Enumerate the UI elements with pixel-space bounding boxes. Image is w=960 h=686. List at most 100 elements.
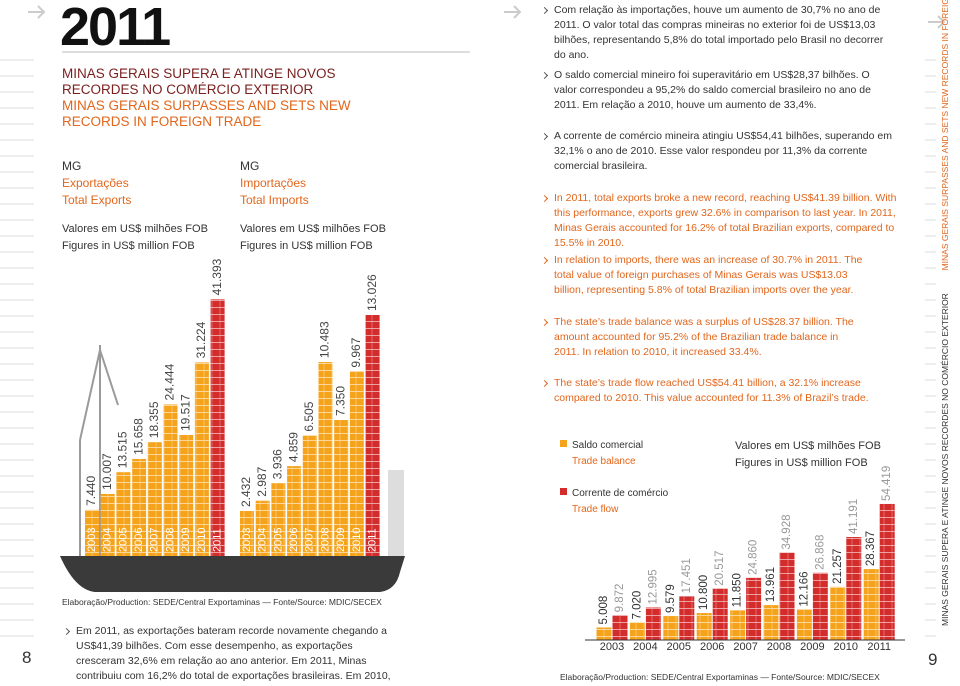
value-label: 26.868 — [814, 535, 826, 570]
bar-texture — [730, 610, 746, 640]
paragraph: A corrente de comércio mineira atingiu U… — [540, 129, 899, 174]
unit: Valores em US$ milhões FOB — [240, 223, 386, 235]
legend-swatch — [560, 488, 567, 495]
value-label: 13.026 — [365, 274, 379, 311]
bar-texture — [830, 586, 846, 640]
year-label: 2009 — [335, 528, 347, 552]
x-tick-label: 2005 — [667, 641, 691, 653]
value-label: 12.166 — [798, 571, 810, 606]
source: Elaboração/Production: SEDE/Central Expo… — [62, 597, 382, 607]
value-label: 13.961 — [765, 567, 777, 602]
value-label: 18.355 — [147, 401, 161, 438]
bar-texture — [846, 537, 862, 640]
paragraph: In relation to imports, there was an inc… — [540, 253, 874, 298]
value-label: 41.191 — [848, 499, 860, 534]
chart-heading: MG Importações Total Imports Valores em … — [240, 158, 386, 255]
value-label: 13.515 — [116, 431, 130, 468]
legend-label: Trade flow — [572, 504, 619, 515]
value-label: 54.419 — [881, 466, 893, 501]
year-label: 2005 — [117, 528, 129, 552]
x-tick-label: 2004 — [633, 641, 657, 653]
arrow-icon — [928, 15, 946, 29]
x-tick-label: 2009 — [800, 641, 824, 653]
x-tick-label: 2003 — [600, 641, 624, 653]
bar-texture — [271, 483, 286, 556]
value-label: 7.020 — [631, 591, 643, 620]
unit: Figures in US$ million FOB — [62, 240, 195, 252]
bar-texture — [696, 613, 712, 640]
bar-texture — [645, 607, 661, 640]
value-label: 9.967 — [349, 337, 363, 367]
value-label: 41.393 — [210, 258, 224, 295]
x-tick-label: 2010 — [834, 641, 858, 653]
side-title-en: MINAS GERAIS SURPASSES AND SETS NEW RECO… — [940, 0, 950, 271]
value-label: 17.451 — [681, 558, 693, 593]
bar-texture — [746, 577, 762, 640]
value-label: 31.224 — [194, 321, 208, 358]
unit-block: Valores em US$ milhões FOB Figures in US… — [735, 438, 881, 472]
year-label: 2004 — [257, 528, 269, 552]
paragraph: The state’s trade flow reached US$54.41 … — [540, 376, 874, 406]
bar-texture — [863, 569, 879, 640]
bar-texture — [612, 615, 628, 640]
unit: Valores em US$ milhões FOB — [735, 440, 881, 452]
chart-title: Importações — [240, 176, 307, 190]
value-label: 2.432 — [239, 477, 253, 507]
value-label: 19.517 — [178, 394, 192, 431]
year-label: 2007 — [149, 528, 161, 552]
year-label: 2004 — [102, 528, 114, 552]
bar-texture — [287, 466, 302, 556]
arrow-icon — [504, 5, 522, 19]
paragraph: In 2011, total exports broke a new recor… — [540, 191, 899, 251]
year-label: 2003 — [241, 528, 253, 552]
crane — [79, 345, 119, 560]
bar-texture — [318, 362, 333, 556]
legend-label: Saldo comercial — [572, 440, 644, 451]
year-label: 2008 — [164, 528, 176, 552]
paragraph: Com relação às importações, houve um aum… — [540, 3, 884, 63]
arrow-icon — [28, 5, 46, 19]
year-label: 2011 — [367, 528, 379, 552]
value-label: 6.505 — [302, 401, 316, 431]
bar-texture — [240, 511, 254, 556]
year-label: 2009 — [180, 528, 192, 552]
legend-label: Trade balance — [572, 456, 636, 467]
paragraph: The state’s trade balance was a surplus … — [540, 315, 854, 360]
bar-texture — [679, 596, 695, 640]
chart-title: Exportações — [62, 176, 129, 190]
bar-texture — [210, 299, 225, 556]
x-tick-label: 2008 — [767, 641, 791, 653]
value-label: 9.872 — [614, 584, 626, 613]
bar-texture — [712, 588, 728, 640]
bar-texture — [812, 572, 828, 640]
value-label: 12.995 — [647, 569, 659, 604]
year-label: 2010 — [351, 528, 363, 552]
year-label: 2008 — [319, 528, 331, 552]
bar-texture — [349, 371, 364, 556]
year-label: 2006 — [133, 528, 145, 552]
value-label: 7.440 — [84, 476, 98, 506]
year-label: 2006 — [288, 528, 300, 552]
unit: Valores em US$ milhões FOB — [62, 223, 208, 235]
value-label: 2.987 — [255, 466, 269, 496]
bar-texture — [163, 404, 178, 556]
bar-texture — [663, 616, 679, 640]
bar-texture — [334, 420, 349, 556]
region: MG — [240, 159, 260, 173]
value-label: 7.350 — [333, 386, 347, 416]
value-label: 34.928 — [781, 514, 793, 549]
bar-texture — [147, 442, 162, 556]
title-pt: MINAS GERAIS SUPERA E ATINGE NOVOS RECOR… — [62, 66, 336, 97]
side-title-pt: MINAS GERAIS SUPERA E ATINGE NOVOS RECOR… — [940, 293, 950, 626]
bar-texture — [596, 627, 612, 640]
value-label: 10.800 — [698, 575, 710, 610]
unit: Figures in US$ million FOB — [240, 240, 373, 252]
bar-texture — [116, 472, 131, 556]
bar-texture — [629, 622, 645, 640]
year-label: 2003 — [86, 528, 98, 552]
value-label: 10.483 — [318, 321, 332, 358]
value-label: 4.859 — [286, 432, 300, 462]
value-label: 24.860 — [748, 540, 760, 575]
bar-texture — [255, 500, 270, 556]
